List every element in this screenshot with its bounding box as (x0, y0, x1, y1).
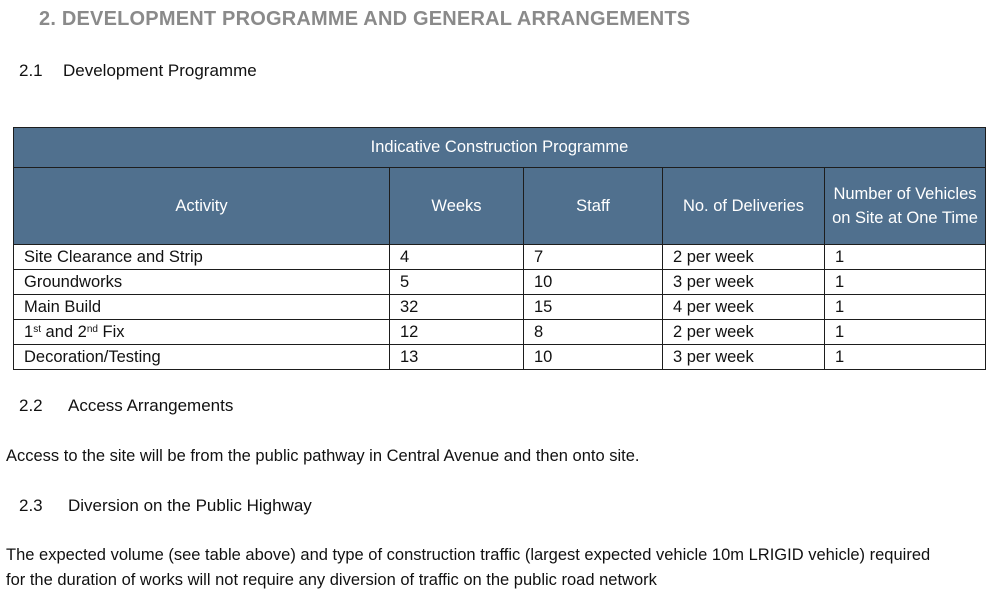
section-heading: 2. DEVELOPMENT PROGRAMME AND GENERAL ARR… (39, 8, 690, 31)
cell-staff: 8 (523, 319, 663, 345)
cell-deliveries: 3 per week (662, 269, 825, 295)
cell-activity: Decoration/Testing (13, 344, 390, 370)
cell-weeks: 12 (389, 319, 524, 345)
column-header-vehicles: Number of Vehicles on Site at One Time (824, 167, 986, 245)
table-row: Site Clearance and Strip 4 7 2 per week … (13, 244, 986, 270)
cell-weeks: 32 (389, 294, 524, 320)
cell-vehicles: 1 (824, 319, 986, 345)
table-row: Decoration/Testing 13 10 3 per week 1 (13, 344, 986, 370)
cell-activity: Groundworks (13, 269, 390, 295)
paragraph-line: The expected volume (see table above) an… (6, 546, 931, 564)
subsection-title: Diversion on the Public Highway (68, 496, 312, 515)
section-title: DEVELOPMENT PROGRAMME AND GENERAL ARRANG… (61, 8, 691, 30)
cell-staff: 10 (523, 269, 663, 295)
construction-programme-table: Indicative Construction Programme Activi… (13, 127, 986, 370)
cell-deliveries: 2 per week (662, 319, 825, 345)
cell-weeks: 5 (389, 269, 524, 295)
cell-deliveries: 2 per week (662, 244, 825, 270)
cell-staff: 10 (523, 344, 663, 370)
cell-staff: 7 (523, 244, 663, 270)
cell-vehicles: 1 (824, 244, 986, 270)
cell-vehicles: 1 (824, 269, 986, 295)
cell-vehicles: 1 (824, 294, 986, 320)
cell-deliveries: 4 per week (662, 294, 825, 320)
diversion-paragraph: The expected volume (see table above) an… (6, 543, 930, 593)
cell-staff: 15 (523, 294, 663, 320)
access-paragraph: Access to the site will be from the publ… (6, 447, 640, 465)
subsection-title: Access Arrangements (68, 396, 234, 415)
section-number: 2. (39, 8, 57, 30)
subsection-heading-development-programme: 2.1 Development Programme (19, 61, 257, 81)
cell-weeks: 13 (389, 344, 524, 370)
column-header-activity: Activity (13, 167, 390, 245)
table-title: Indicative Construction Programme (13, 127, 986, 168)
cell-vehicles: 1 (824, 344, 986, 370)
subsection-heading-diversion: 2.3 Diversion on the Public Highway (19, 496, 312, 516)
cell-activity: Main Build (13, 294, 390, 320)
subsection-number: 2.1 (19, 61, 43, 80)
paragraph-line: for the duration of works will not requi… (6, 571, 657, 589)
column-header-staff: Staff (523, 167, 663, 245)
column-header-weeks: Weeks (389, 167, 524, 245)
cell-deliveries: 3 per week (662, 344, 825, 370)
subsection-number: 2.3 (19, 496, 43, 515)
subsection-number: 2.2 (19, 396, 43, 415)
cell-weeks: 4 (389, 244, 524, 270)
column-header-deliveries: No. of Deliveries (662, 167, 825, 245)
cell-activity: 1st and 2nd Fix (13, 319, 390, 345)
table-row: Groundworks 5 10 3 per week 1 (13, 269, 986, 295)
subsection-heading-access-arrangements: 2.2 Access Arrangements (19, 396, 233, 416)
table-row: 1st and 2nd Fix 12 8 2 per week 1 (13, 319, 986, 345)
table-row: Main Build 32 15 4 per week 1 (13, 294, 986, 320)
cell-activity: Site Clearance and Strip (13, 244, 390, 270)
subsection-title: Development Programme (63, 61, 257, 80)
